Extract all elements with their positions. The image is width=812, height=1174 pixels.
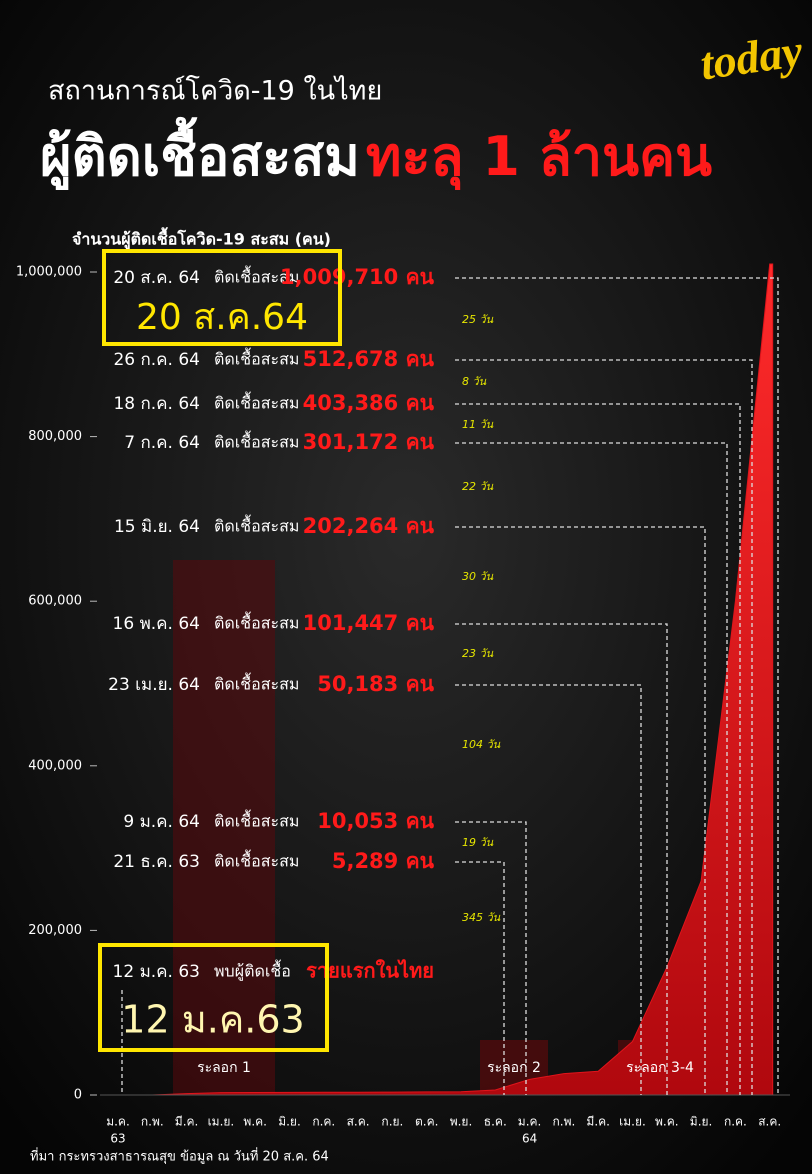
milestone-value-label: 10,053 คน [317,809,434,833]
milestone-value-label: 50,183 คน [317,672,434,696]
y-tick-label: 200,000 [28,923,82,938]
milestone-leader [455,861,505,1095]
x-tick-label: พ.ย. [450,1115,473,1129]
x-tick-label: ก.พ. [141,1115,164,1129]
y-tick-label: 1,000,000 [16,265,82,280]
x-tick-label: ก.ค. [724,1115,747,1129]
milestone-value-label: 512,678 คน [303,347,435,371]
x-tick-label: ส.ค. [758,1115,781,1129]
x-tick-label: ส.ค. [347,1115,370,1129]
milestone-value-label: 301,172 คน [303,430,435,454]
milestone-value-label: 101,447 คน [303,611,435,635]
gap-label: 30 วัน [462,570,494,583]
x-tick-label: มิ.ย. [690,1115,713,1129]
gap-label: 22 วัน [462,480,494,493]
milestone-date: 18 ก.ค. 64 [113,394,200,414]
milestone-leader [455,403,741,1095]
milestone-date: 20 ส.ค. 64 [113,268,200,288]
gap-label: 11 วัน [462,418,494,431]
gap-label: 104 วัน [462,738,501,751]
milestone-date: 15 มิ.ย. 64 [114,517,200,537]
milestone-date: 23 เม.ย. 64 [108,675,200,695]
milestone-text: ติดเชื้อสะสม [214,850,299,871]
x-year-label: 64 [522,1132,537,1146]
y-tick-label: 400,000 [28,758,82,773]
wave-band [173,560,275,1095]
milestone-date: 26 ก.ค. 64 [113,350,200,370]
gap-label: 19 วัน [462,836,494,849]
highlight-box [98,943,329,1052]
x-tick-label: มี.ค. [586,1115,610,1129]
title: ผู้ติดเชื้อสะสม ทะลุ 1 ล้านคน [40,117,712,191]
x-tick-label: ก.พ. [552,1115,575,1129]
milestone-text: ติดเชื้อสะสม [214,515,299,536]
title-red: ทะลุ 1 ล้านคน [366,125,712,191]
milestone-date: 9 ม.ค. 64 [123,812,200,832]
milestone-text: ติดเชื้อสะสม [214,392,299,413]
highlight-text: 20 ส.ค.64 [136,297,308,338]
x-tick-label: ก.ค. [312,1115,335,1129]
x-tick-label: ม.ค. [106,1115,130,1129]
highlight-box [102,249,342,346]
milestone-value-label: 202,264 คน [303,514,435,538]
milestone-date: 7 ก.ค. 64 [124,433,200,453]
milestone-value-label: 5,289 คน [332,849,435,873]
subtitle: สถานการณ์โควิด-19 ในไทย [48,75,382,107]
y-tick-label: 0 [74,1088,82,1103]
x-tick-label: พ.ค. [655,1115,679,1129]
milestone-value-label: 403,386 คน [303,391,435,415]
first-case-text: พบผู้ติดเชื้อ [214,960,291,982]
y-axis-title: จำนวนผู้ติดเชื้อโควิด-19 สะสม (คน) [72,227,331,251]
milestone-leader [455,359,753,1095]
milestone-leader [455,277,779,1095]
gap-label: 345 วัน [462,911,501,924]
wave-label: ระลอก 1 [197,1060,251,1076]
milestone-value-label: 1,009,710 คน [280,265,435,289]
milestone-text: ติดเชื้อสะสม [214,348,299,369]
milestone-date: 16 พ.ค. 64 [113,614,200,634]
wave-label: ระลอก 3-4 [626,1060,694,1076]
x-tick-label: มิ.ย. [278,1115,301,1129]
title-white: ผู้ติดเชื้อสะสม [40,117,360,190]
x-tick-label: พ.ค. [243,1115,267,1129]
x-tick-label: ม.ค. [518,1115,542,1129]
milestone-text: ติดเชื้อสะสม [214,673,299,694]
highlight-text: 12 ม.ค.63 [121,998,304,1042]
milestone-text: ติดเชื้อสะสม [214,431,299,452]
milestone-leader [455,684,642,1095]
milestone-leader [455,821,527,1095]
y-tick-label: 800,000 [28,429,82,444]
plot: 0 200,000 400,000 600,000 800,000 1,000,000 ม.… [16,263,790,1146]
milestone-date: 21 ธ.ค. 63 [113,852,200,872]
y-tick-label: 600,000 [28,594,82,609]
area [117,263,774,1096]
milestone-leader [455,623,668,1095]
wave-label: ระลอก 2 [487,1060,541,1076]
source: ที่มา กระทรวงสาธารณสุข ข้อมูล ณ วันที่ 2… [30,1148,329,1165]
first-case-date: 12 ม.ค. 63 [113,962,200,982]
gap-label: 23 วัน [462,647,494,660]
milestone-text: ติดเชื้อสะสม [214,612,299,633]
x-tick-label: ก.ย. [381,1115,403,1129]
gap-label: 8 วัน [462,375,487,388]
x-tick-label: ต.ค. [415,1115,438,1129]
x-year-label: 63 [110,1132,125,1146]
gap-label: 25 วัน [462,313,494,326]
x-tick-label: เม.ย. [619,1115,646,1129]
milestone-text: ติดเชื้อสะสม [214,266,299,287]
x-tick-label: เม.ย. [208,1115,235,1129]
x-tick-label: มี.ค. [175,1115,199,1129]
x-tick-label: ธ.ค. [484,1115,507,1129]
milestone-text: ติดเชื้อสะสม [214,810,299,831]
